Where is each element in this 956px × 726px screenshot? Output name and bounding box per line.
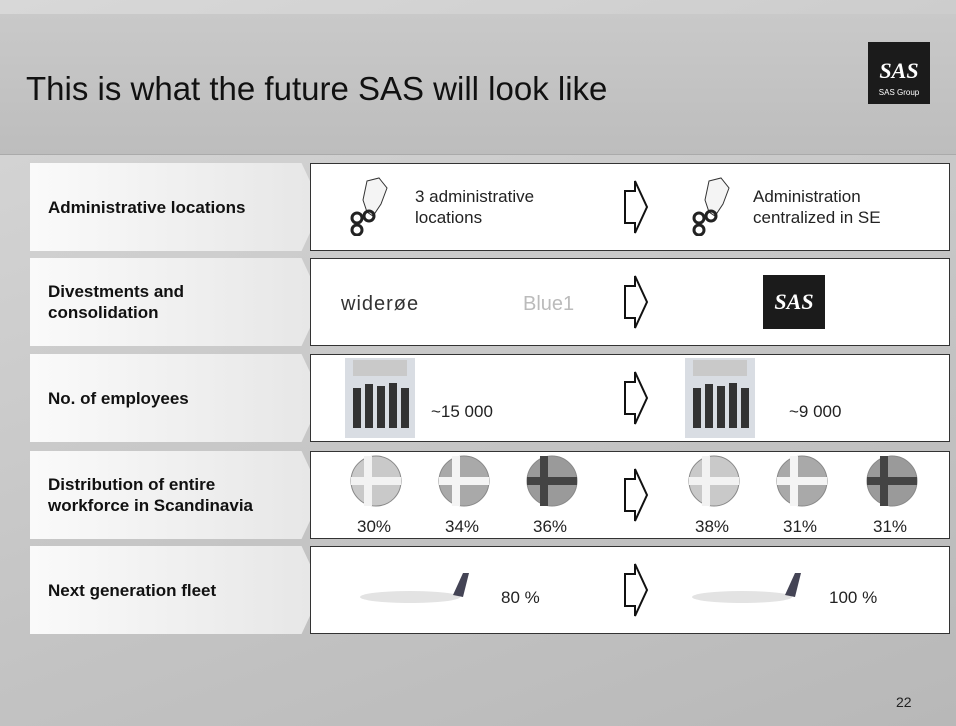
percent: 31% [783, 517, 818, 536]
flag-icon-graphic [866, 455, 918, 507]
plane-icon-graphic [360, 573, 469, 603]
staff-photo-graphic [685, 358, 755, 438]
row-label-box: Administrative locations [30, 163, 322, 251]
after-text: ~9 000 [789, 402, 842, 421]
logo-text: SAS [879, 58, 919, 83]
plane-icon [687, 569, 807, 614]
row-label-box: Divestments and consolidation [30, 258, 322, 346]
transition-arrow [621, 368, 651, 433]
after-text: 100 % [829, 588, 878, 607]
row-label: Next generation fleet [48, 580, 217, 600]
before-text: ~15 000 [431, 402, 493, 421]
sas-logo: SAS [763, 275, 825, 329]
flag-icon-graphic [688, 455, 740, 507]
flag-icon [525, 454, 579, 513]
page-number: 22 [896, 694, 912, 710]
transition-arrow-graphic [624, 563, 649, 617]
staff-photo [345, 358, 415, 443]
transition-arrow [621, 272, 651, 337]
row-content: 30% 34% 36% 38% 31% 31% [310, 451, 950, 539]
title-band [0, 14, 956, 155]
percent: 34% [445, 517, 480, 536]
plane-icon-graphic [692, 573, 801, 603]
transition-arrow [621, 465, 651, 530]
transition-arrow-graphic [624, 275, 649, 329]
row-content: widerøe Blue1 SAS [310, 258, 950, 346]
transition-arrow [621, 560, 651, 625]
staff-photo [685, 358, 755, 443]
transition-arrow-graphic [624, 180, 649, 234]
row-label: No. of employees [48, 388, 189, 408]
transition-arrow-graphic [624, 468, 649, 522]
row-label-box: Next generation fleet [30, 546, 322, 634]
flag-icon-graphic [526, 455, 578, 507]
row-content: 80 % 100 % [310, 546, 950, 634]
percent: 36% [533, 517, 568, 536]
logo: SAS SAS Group [868, 42, 930, 104]
plane-icon [355, 569, 475, 614]
slide-title: This is what the future SAS will look li… [26, 70, 608, 107]
blue1-logo: Blue1 [523, 293, 575, 315]
row-content: 3 administrative locations Administration… [310, 163, 950, 251]
staff-photo-graphic [345, 358, 415, 438]
map-icon-graphic [350, 177, 388, 237]
before-text: 80 % [501, 588, 540, 607]
row-label: Administrative locations [48, 197, 246, 217]
row-label: Distribution of entire workforce in Scan… [48, 475, 254, 515]
before-text: 3 administrative locations [415, 187, 535, 227]
map-icon [347, 176, 397, 241]
flag-icon [437, 454, 491, 513]
flag-icon-graphic [350, 455, 402, 507]
percent: 38% [695, 517, 730, 536]
percent: 31% [873, 517, 908, 536]
flag-icon [865, 454, 919, 513]
map-icon [689, 176, 739, 241]
flag-icon [687, 454, 741, 513]
flag-icon [349, 454, 403, 513]
flag-icon-graphic [776, 455, 828, 507]
after-text: Administration centralized in SE [753, 187, 881, 227]
row-content: ~15 000 ~9 000 [310, 354, 950, 442]
row-label-box: Distribution of entire workforce in Scan… [30, 451, 322, 539]
flag-icon [775, 454, 829, 513]
transition-arrow-graphic [624, 371, 649, 425]
map-icon-graphic [692, 177, 730, 237]
transition-arrow [621, 177, 651, 242]
logo-caption: SAS Group [878, 88, 920, 97]
row-label-box: No. of employees [30, 354, 322, 442]
wideroe-logo: widerøe [341, 293, 420, 315]
row-label: Divestments and consolidation [48, 282, 185, 322]
flag-icon-graphic [438, 455, 490, 507]
percent: 30% [357, 517, 392, 536]
